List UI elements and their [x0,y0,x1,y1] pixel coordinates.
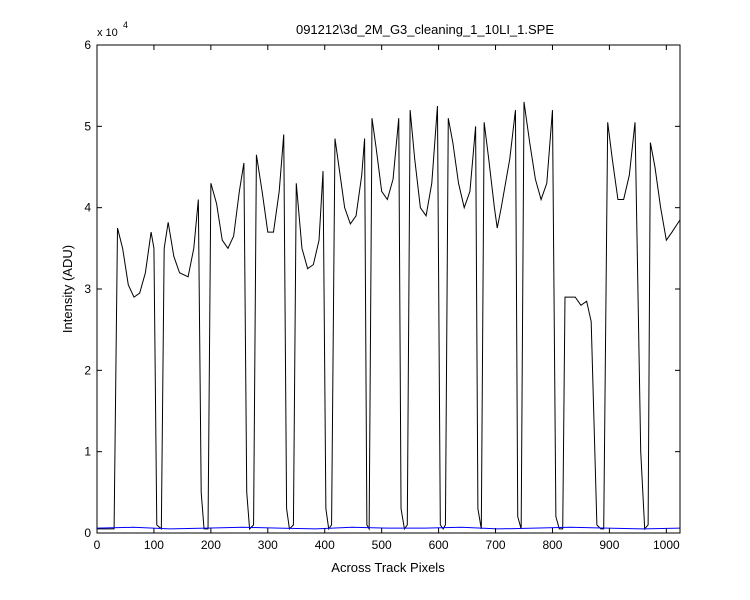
line-series [96,526,681,530]
x-tick-label: 0 [94,538,101,552]
y-tick-label: 2 [84,363,91,377]
y-tick-label: 0 [84,526,91,540]
y-tick-label: 4 [84,201,91,215]
x-tick-label: 400 [315,538,335,552]
x-tick-label: 600 [429,538,449,552]
y-tick-label: 5 [84,119,91,133]
x-tick-label: 500 [372,538,392,552]
x-tick-label: 100 [144,538,164,552]
x-tick-label: 1000 [653,538,680,552]
x-tick-label: 300 [258,538,278,552]
chart-title: 091212\3d_2M_G3_cleaning_1_10LI_1.SPE [296,22,554,37]
plot-area [97,45,680,533]
x-tick-label: 200 [201,538,221,552]
y-axis-label: Intensity (ADU) [60,245,75,333]
x-tick-label: 800 [542,538,562,552]
y-tick-label: 3 [84,282,91,296]
y-multiplier: x 10 [97,27,118,39]
y-tick-label: 1 [84,445,91,459]
line-series [97,101,681,531]
x-axis-label: Across Track Pixels [331,560,445,575]
x-tick-label: 700 [486,538,506,552]
x-tick-label: 900 [599,538,619,552]
y-multiplier-exponent: 4 [123,20,128,30]
y-tick-label: 6 [84,38,91,52]
